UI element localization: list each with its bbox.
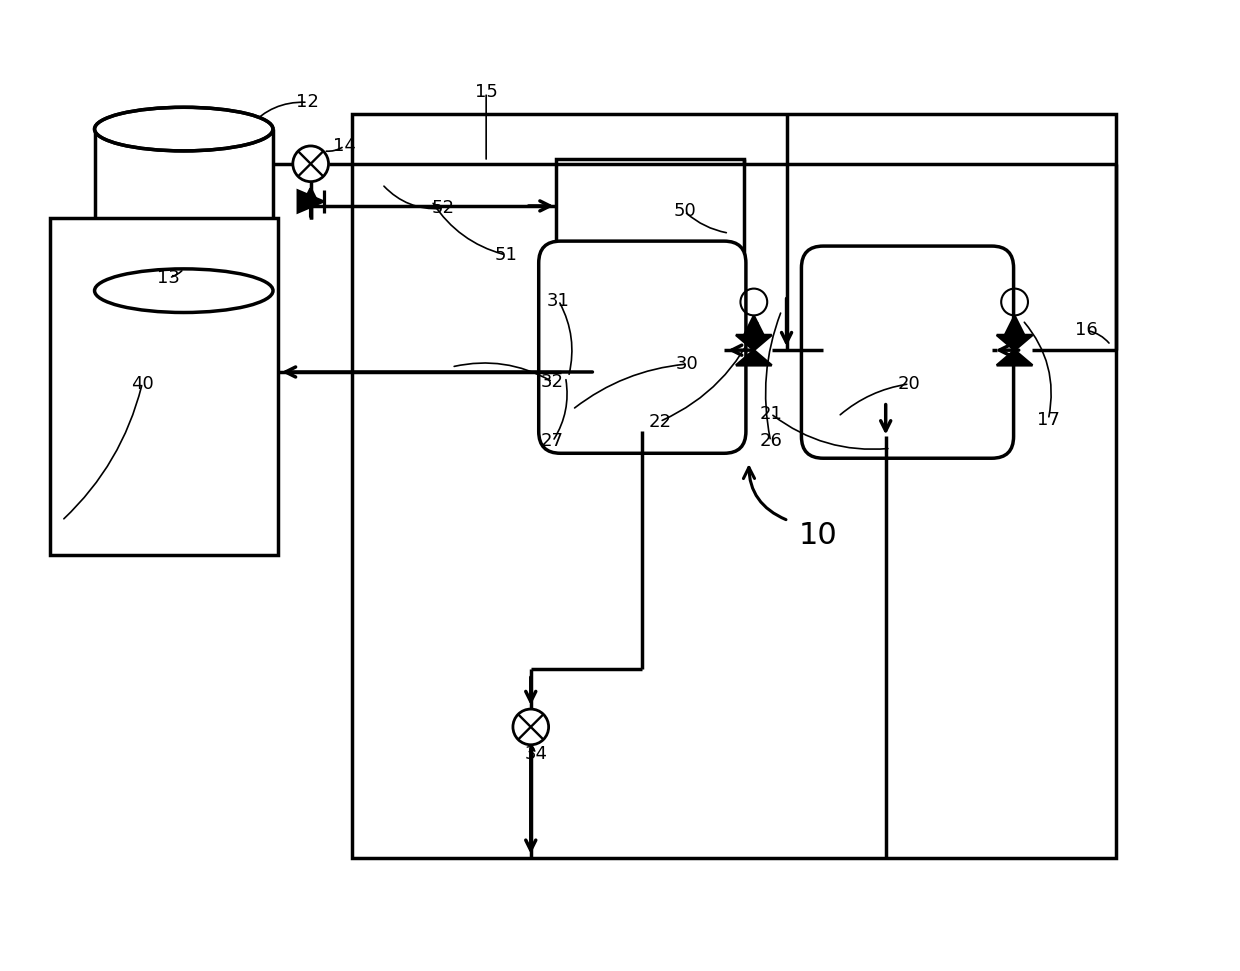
Text: 31: 31 [547, 291, 570, 310]
Bar [556, 159, 744, 253]
Polygon shape [298, 190, 324, 213]
Polygon shape [997, 351, 1033, 365]
Text: 16: 16 [1075, 321, 1097, 339]
Polygon shape [737, 351, 771, 365]
Text: 26: 26 [759, 432, 782, 451]
Polygon shape [997, 335, 1033, 351]
Text: 40: 40 [130, 375, 154, 393]
Text: 34: 34 [525, 745, 547, 762]
Text: 30: 30 [676, 355, 699, 373]
Text: 27: 27 [541, 432, 564, 451]
FancyBboxPatch shape [538, 241, 746, 453]
FancyBboxPatch shape [801, 246, 1013, 458]
Text: 14: 14 [334, 137, 356, 155]
Text: 20: 20 [898, 375, 921, 393]
Text: 50: 50 [673, 202, 696, 220]
Text: 17: 17 [1037, 411, 1060, 428]
Bar [352, 115, 1116, 857]
Text: 22: 22 [649, 413, 671, 430]
Text: 13: 13 [157, 269, 180, 286]
Bar [50, 218, 278, 555]
Text: 32: 32 [541, 373, 564, 391]
Text: 21: 21 [759, 405, 782, 422]
Ellipse shape [97, 108, 272, 150]
Polygon shape [744, 316, 764, 335]
Text: 51: 51 [495, 246, 517, 264]
Text: 12: 12 [296, 93, 319, 112]
Text: 15: 15 [475, 84, 497, 101]
Ellipse shape [94, 269, 273, 313]
Polygon shape [1004, 316, 1024, 335]
Text: 10: 10 [799, 521, 838, 550]
Polygon shape [737, 335, 771, 351]
Text: 52: 52 [432, 199, 455, 218]
Ellipse shape [94, 107, 273, 151]
